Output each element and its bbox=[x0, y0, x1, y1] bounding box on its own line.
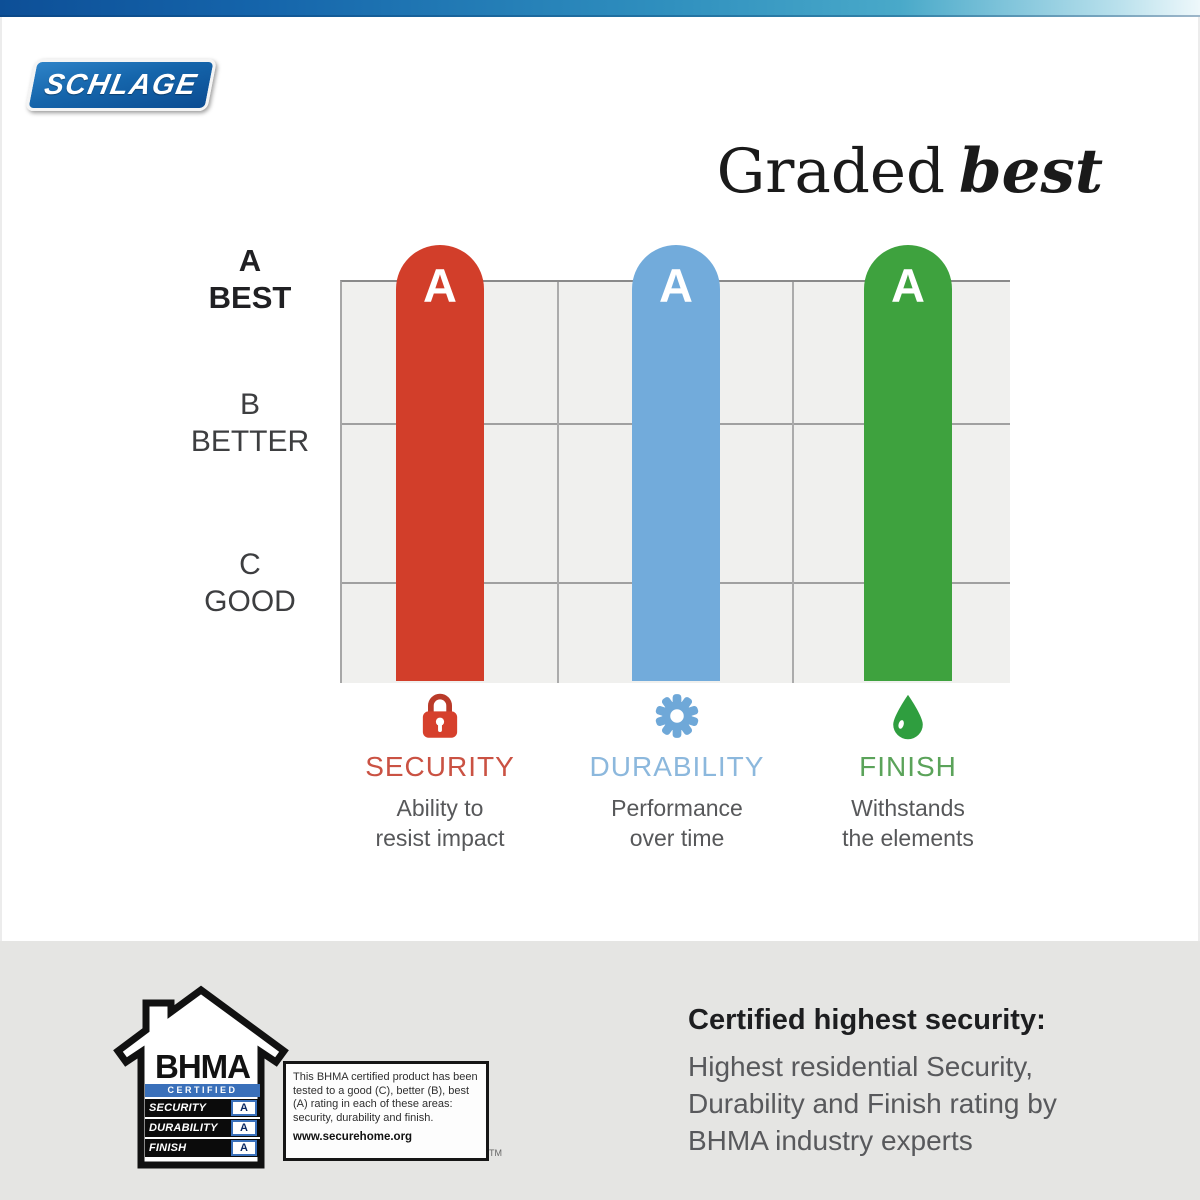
category-desc-security: Ability to resist impact bbox=[375, 795, 505, 851]
gridline-vertical-2 bbox=[792, 282, 794, 683]
schlage-logo: SCHLAGE bbox=[24, 59, 218, 111]
bar-finish-grade: A bbox=[891, 259, 925, 312]
bhma-seal-content: BHMA CERTIFIED SECURITY A DURABILITY A F… bbox=[145, 1050, 260, 1157]
bar-durability: A bbox=[632, 245, 720, 681]
bar-security: A bbox=[396, 245, 484, 681]
category-label-security: SECURITY bbox=[365, 751, 515, 782]
bar-durability-grade: A bbox=[659, 259, 693, 312]
certification-body: Highest residential Security, Durability… bbox=[688, 1048, 1057, 1159]
certification-body-line: Highest residential Security, bbox=[688, 1051, 1033, 1082]
schlage-logo-text: SCHLAGE bbox=[41, 68, 201, 101]
category-desc-finish: Withstands the elements bbox=[842, 795, 974, 851]
fine-print-line: (A) rating in each of these areas: bbox=[293, 1098, 453, 1110]
y-axis-label-c-good: C GOOD bbox=[168, 546, 332, 620]
bhma-certified-banner: CERTIFIED bbox=[145, 1084, 260, 1097]
bar-finish: A bbox=[864, 245, 952, 681]
droplet-icon bbox=[889, 692, 927, 740]
rating-grade-durability: A bbox=[231, 1120, 257, 1136]
grade-b: B bbox=[239, 388, 260, 421]
grade-b-word: BETTER bbox=[190, 425, 310, 458]
category-label-durability: DURABILITY bbox=[589, 751, 765, 782]
y-axis-label-a-best: A BEST bbox=[168, 242, 332, 316]
y-axis-label-b-better: B BETTER bbox=[168, 386, 332, 460]
category-label-finish: FINISH bbox=[859, 751, 957, 782]
website-text: www.securehome.org bbox=[293, 1131, 413, 1143]
grade-a-word: BEST bbox=[208, 280, 292, 315]
lock-icon bbox=[417, 692, 463, 740]
rating-row-finish: FINISH A bbox=[145, 1139, 260, 1157]
grade-a: A bbox=[238, 243, 262, 278]
bar-security-grade: A bbox=[423, 259, 457, 312]
fine-print-box: This BHMA certified product has been tes… bbox=[283, 1061, 489, 1161]
gear-icon bbox=[653, 692, 701, 740]
certification-body-line: Durability and Finish rating by bbox=[688, 1088, 1057, 1119]
rating-grade-finish: A bbox=[231, 1140, 257, 1156]
rating-label-finish: FINISH bbox=[149, 1142, 187, 1154]
title-prefix: Graded bbox=[716, 136, 946, 207]
fine-print-line: tested to a good (C), better (B), best bbox=[293, 1084, 470, 1097]
category-column-finish: FINISH Withstands the elements bbox=[778, 692, 1038, 853]
rating-label-security: SECURITY bbox=[149, 1102, 207, 1114]
grade-c: C bbox=[239, 548, 261, 581]
bhma-rating-rows: SECURITY A DURABILITY A FINISH A bbox=[145, 1099, 260, 1157]
rating-row-security: SECURITY A bbox=[145, 1099, 260, 1117]
fine-print-line: This BHMA certified product has been bbox=[293, 1071, 478, 1083]
top-gradient-bar bbox=[0, 0, 1200, 17]
rating-row-durability: DURABILITY A bbox=[145, 1119, 260, 1137]
category-column-security: SECURITY Ability to resist impact bbox=[310, 692, 570, 853]
grade-c-word: GOOD bbox=[204, 585, 296, 618]
gridline-vertical-1 bbox=[557, 282, 559, 683]
category-column-durability: DURABILITY Performance over time bbox=[547, 692, 807, 853]
category-desc-durability: Performance over time bbox=[611, 795, 743, 851]
bhma-org-text: BHMA bbox=[155, 1048, 251, 1085]
trademark-symbol: TM bbox=[489, 1148, 502, 1158]
rating-label-durability: DURABILITY bbox=[149, 1122, 218, 1134]
title-emphasis: best bbox=[959, 136, 1103, 207]
fine-print-line: security, durability and finish. bbox=[293, 1111, 434, 1124]
rating-grade-security: A bbox=[231, 1100, 257, 1116]
certification-headline: Certified highest security: bbox=[688, 1004, 1046, 1036]
page-title: Graded best bbox=[717, 136, 1103, 207]
certification-body-line: BHMA industry experts bbox=[688, 1125, 973, 1156]
bhma-certified-seal: BHMA CERTIFIED SECURITY A DURABILITY A F… bbox=[96, 984, 292, 1170]
